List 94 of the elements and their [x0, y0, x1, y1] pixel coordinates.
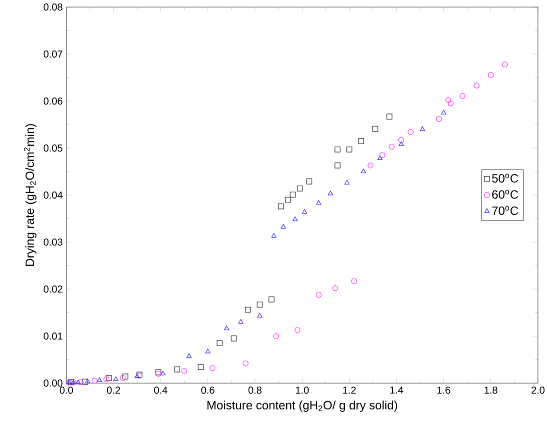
point — [122, 373, 128, 380]
point — [104, 376, 110, 382]
point — [302, 208, 308, 214]
y-axis-title: Drying rate (gH$_{2}$O/cm$^{2}$min) — [24, 124, 36, 266]
point — [285, 196, 291, 202]
point — [448, 100, 454, 106]
point — [502, 61, 508, 68]
x-tick-label: 1.6 — [437, 386, 450, 394]
point — [474, 82, 480, 88]
point — [271, 232, 276, 238]
point — [106, 374, 112, 381]
x-tick-label: 1.4 — [390, 386, 404, 394]
point — [96, 377, 102, 382]
point — [488, 72, 494, 78]
y-tick-label: 0.02 — [44, 285, 62, 292]
point — [358, 138, 364, 144]
point — [351, 278, 357, 284]
y-tick-label: 0.05 — [44, 144, 62, 152]
point — [268, 296, 274, 302]
point — [181, 368, 188, 374]
point — [280, 224, 286, 228]
y-tick-label: 0.06 — [44, 97, 62, 104]
x-tick-label: 0.6 — [201, 386, 214, 394]
point — [256, 302, 263, 308]
point — [245, 306, 251, 312]
point — [85, 378, 90, 384]
point — [346, 146, 352, 152]
point — [379, 152, 386, 158]
point — [257, 312, 262, 318]
point — [186, 353, 192, 358]
legend-label: 50$^{o}$C — [492, 174, 518, 182]
point — [368, 162, 374, 168]
point — [296, 185, 303, 192]
point — [113, 376, 118, 381]
point — [334, 162, 340, 168]
point — [460, 92, 466, 99]
point — [292, 216, 298, 221]
point — [120, 374, 126, 381]
point — [377, 155, 383, 160]
point — [78, 379, 84, 385]
point — [230, 335, 237, 342]
x-axis-title: Moisture content (gH$_{2}$O/ g dry solid) — [207, 400, 398, 412]
x-tick-label: 0.4 — [154, 386, 168, 394]
point — [210, 364, 216, 371]
point — [436, 116, 442, 122]
point — [372, 126, 378, 132]
x-tick-label: 0.8 — [248, 386, 262, 394]
point — [316, 200, 322, 204]
point — [408, 128, 414, 135]
point — [205, 348, 210, 354]
point — [76, 380, 81, 384]
point — [398, 136, 404, 143]
point — [92, 378, 98, 384]
x-tick-label: 1.2 — [343, 386, 356, 394]
point — [224, 325, 230, 330]
point — [278, 203, 284, 210]
point — [332, 285, 338, 291]
point — [174, 366, 180, 372]
point — [360, 168, 366, 173]
point — [238, 318, 244, 324]
point — [242, 360, 248, 366]
point — [344, 180, 350, 184]
point — [398, 141, 404, 146]
legend-label: 60$^{o}$C — [492, 190, 518, 199]
y-tick-label: 0.04 — [44, 191, 63, 198]
point — [386, 113, 392, 120]
point — [82, 378, 88, 384]
point — [68, 379, 74, 385]
point — [294, 326, 300, 333]
y-tick-label: 0.07 — [44, 50, 62, 58]
x-tick-label: 0.2 — [106, 386, 120, 394]
point — [328, 190, 334, 196]
point — [306, 178, 312, 184]
x-tick-label: 1.0 — [296, 386, 309, 394]
point — [134, 373, 140, 378]
y-tick-label: 0.00 — [44, 379, 62, 386]
legend-label: 70$^{o}$C — [492, 206, 518, 215]
point — [160, 370, 166, 376]
point — [388, 144, 395, 150]
point — [290, 192, 296, 198]
point — [445, 97, 452, 103]
point — [420, 126, 425, 131]
point — [216, 340, 223, 346]
point — [441, 110, 446, 114]
point — [273, 333, 280, 339]
x-tick-label: 2.0 — [531, 386, 545, 394]
y-tick-label: 0.08 — [44, 3, 62, 10]
y-tick-label: 0.03 — [44, 238, 62, 246]
point — [198, 364, 204, 370]
point — [334, 146, 340, 152]
x-tick-label: 1.8 — [484, 386, 498, 394]
x-tick-label: 0.0 — [60, 386, 73, 394]
y-tick-label: 0.01 — [44, 332, 62, 340]
point — [316, 292, 322, 298]
